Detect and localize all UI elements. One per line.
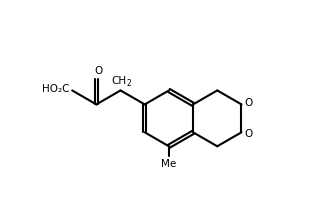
Text: O: O	[244, 129, 252, 139]
Text: Me: Me	[161, 159, 177, 169]
Text: 2: 2	[126, 79, 131, 88]
Text: CH: CH	[111, 76, 126, 86]
Text: O: O	[244, 98, 252, 108]
Text: HO₂C: HO₂C	[42, 84, 70, 94]
Text: O: O	[95, 66, 103, 75]
